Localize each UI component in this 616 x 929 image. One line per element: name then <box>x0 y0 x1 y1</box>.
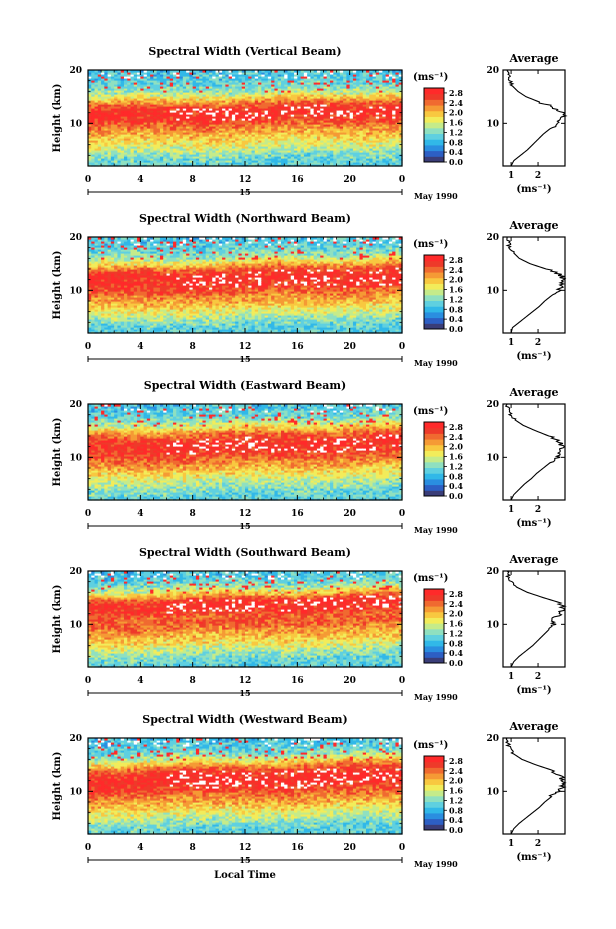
average-profile-line <box>507 70 566 166</box>
average-y-tick-label: 20 <box>486 66 499 76</box>
date-label: May 1990 <box>414 191 458 201</box>
day-label: 15 <box>239 187 250 197</box>
colorbar-tick-label: 0.4 <box>449 147 463 157</box>
colorbar-tick-label: 1.2 <box>449 127 463 137</box>
x-tick-label: 12 <box>239 175 252 185</box>
y-tick-label: 10 <box>69 119 82 129</box>
x-tick-label: 8 <box>190 175 196 185</box>
average-x-tick-label: 1 <box>508 171 514 181</box>
x-tick-label: 0 <box>85 175 91 185</box>
panel-0: Spectral Width (Vertical Beam)0 4 8 12 16 20 0… <box>52 45 566 201</box>
heatmap-cells <box>88 70 403 167</box>
colorbar-swatch <box>424 111 444 117</box>
colorbar-swatch <box>424 145 444 151</box>
panel-title: Spectral Width (Vertical Beam) <box>148 45 341 58</box>
panel-1: Spectral Width (Northward Beam)0 4 8 12 16 20… <box>52 212 565 368</box>
x-tick-label: 0 <box>399 175 405 185</box>
colorbar-swatch <box>424 122 444 128</box>
average-y-tick-label: 10 <box>486 119 499 129</box>
colorbar-swatch <box>424 94 444 100</box>
x-tick-label: 4 <box>137 175 143 185</box>
colorbar-tick-label: 1.6 <box>449 118 463 128</box>
panel-title: Spectral Width (Northward Beam) <box>139 212 351 225</box>
colorbar-tick-label: 2.0 <box>449 108 463 118</box>
colorbar-swatch <box>424 99 444 105</box>
y-axis-label: Height (km) <box>52 84 63 153</box>
colorbar-swatch <box>424 139 444 145</box>
colorbar-tick-label: 2.8 <box>449 88 463 98</box>
x-tick-label: 16 <box>291 175 304 185</box>
colorbar-swatch <box>424 105 444 111</box>
x-tick-label: 20 <box>343 175 356 185</box>
heatmap-cells <box>88 237 403 334</box>
average-x-tick-label: 2 <box>535 171 541 181</box>
colorbar-tick-label: 2.4 <box>449 98 463 108</box>
colorbar-swatch <box>424 116 444 122</box>
average-title: Average <box>508 52 558 65</box>
colorbar-swatch <box>424 88 444 94</box>
average-x-label: (ms⁻¹) <box>516 184 551 195</box>
colorbar-unit: (ms⁻¹) <box>413 72 448 83</box>
colorbar-swatch <box>424 134 444 140</box>
colorbar-swatch <box>424 151 444 157</box>
colorbar-tick-label: 0.0 <box>449 157 463 167</box>
colorbar-tick-label: 0.8 <box>449 137 463 147</box>
y-tick-label: 20 <box>69 66 82 76</box>
colorbar-swatch <box>424 128 444 134</box>
